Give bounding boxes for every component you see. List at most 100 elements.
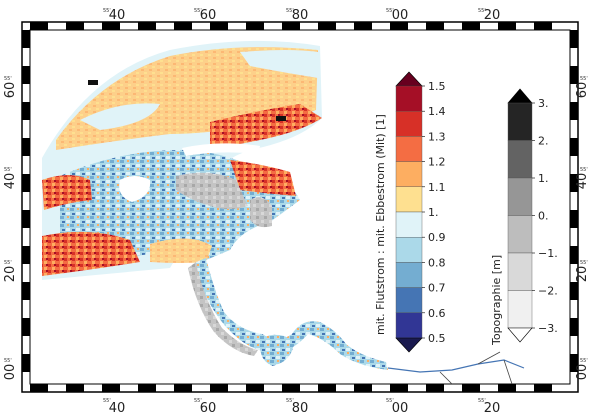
frame-segment xyxy=(570,354,578,372)
station-marker xyxy=(88,80,98,85)
frame-segment xyxy=(570,102,578,120)
colorbar-segment xyxy=(507,102,533,141)
frame-segment xyxy=(22,282,30,300)
estuary-banks xyxy=(188,262,258,356)
bottom-tick-label: 40 xyxy=(109,401,126,416)
frame-segment xyxy=(22,138,30,156)
lower-red-coast xyxy=(42,231,140,276)
bottom-tick-prefix: 55' xyxy=(478,398,486,404)
land-patch-1 xyxy=(119,176,151,202)
frame-segment xyxy=(22,246,30,264)
top-tick-label: 80 xyxy=(292,8,309,23)
colorbar-segment xyxy=(395,186,423,213)
colorbar-segment xyxy=(395,211,423,238)
right-tick-label: 40 xyxy=(575,173,590,190)
lower-orange-coast xyxy=(150,238,212,263)
top-tick-label: 00 xyxy=(392,8,409,23)
frame-segment xyxy=(210,22,228,30)
colorbar-tick-label: 1.4 xyxy=(428,105,446,118)
top-tick-label: 20 xyxy=(484,8,501,23)
top-tick-prefix: 55' xyxy=(103,8,111,14)
left-tick-label: 00 xyxy=(3,364,18,381)
right-tick-prefix: 55' xyxy=(580,167,588,173)
topography-island-center xyxy=(176,172,248,209)
frame-segment xyxy=(66,22,84,30)
topography-colorbar: 3. 2. 1. 0. −1. −2. −3. xyxy=(507,88,558,343)
frame-segment xyxy=(138,384,156,392)
colorbar-segment xyxy=(507,290,533,329)
top-tick-label: 60 xyxy=(200,8,217,23)
frame-segment xyxy=(498,22,516,30)
frame-segment xyxy=(570,30,578,48)
top-tick-prefix: 55' xyxy=(386,8,394,14)
colorbar-segment xyxy=(395,262,423,288)
top-tick-prefix: 55' xyxy=(478,8,486,14)
colorbar-segment xyxy=(395,110,423,137)
frame-segment xyxy=(282,22,300,30)
top-tick-prefix: 55' xyxy=(286,8,294,14)
frame-segment xyxy=(22,354,30,372)
bottom-tick-prefix: 55' xyxy=(386,398,394,404)
top-tick-label: 40 xyxy=(109,8,126,23)
colorbar-under-triangle xyxy=(507,327,533,343)
colorbar-tick-label: 0.6 xyxy=(428,307,446,320)
frame-segment xyxy=(570,282,578,300)
colorbar-segment xyxy=(395,136,423,162)
frame-segment xyxy=(102,22,120,30)
colorbar-segment xyxy=(507,252,533,291)
right-tick-prefix: 55' xyxy=(580,76,588,82)
frame-segment xyxy=(534,384,552,392)
frame-segment xyxy=(570,246,578,264)
bottom-tick-prefix: 55' xyxy=(194,398,202,404)
map-area xyxy=(42,40,525,384)
colorbar-segment xyxy=(395,236,423,263)
frame-segment xyxy=(390,384,408,392)
colorbar-segment xyxy=(395,161,423,188)
top-tick-prefix: 55' xyxy=(194,8,202,14)
frame-segment xyxy=(22,102,30,120)
colorbar-segment xyxy=(507,140,533,179)
colorbar-segment xyxy=(507,177,533,216)
frame-segment xyxy=(570,66,578,84)
colorbar-tick-label: 1.5 xyxy=(428,80,446,93)
colorbar-tick-label: −2. xyxy=(538,285,558,298)
frame-segment xyxy=(22,210,30,228)
bottom-tick-label: 80 xyxy=(292,401,309,416)
colorbar-tick-label: 1. xyxy=(428,206,439,219)
left-tick-label: 60 xyxy=(3,82,18,99)
frame-segment xyxy=(22,66,30,84)
frame-segment xyxy=(462,384,480,392)
frame-segment xyxy=(570,174,578,192)
colorbar-segment xyxy=(507,215,533,254)
colorbar-tick-label: 1.2 xyxy=(428,156,446,169)
frame-segment xyxy=(354,384,372,392)
colorbar-tick-label: −3. xyxy=(538,322,558,335)
frame-segment xyxy=(318,22,336,30)
frame-segment xyxy=(534,22,552,30)
frame-segment xyxy=(30,22,48,30)
right-red-coast xyxy=(230,160,296,196)
frame-segment xyxy=(138,22,156,30)
colorbar-tick-label: 0.8 xyxy=(428,256,446,269)
frame-segment xyxy=(318,384,336,392)
tributary-branch-3 xyxy=(503,359,513,384)
frame-segment xyxy=(390,22,408,30)
left-tick-prefix: 55' xyxy=(4,358,12,364)
left-red-coast xyxy=(42,175,92,210)
frame-segment xyxy=(426,22,444,30)
ratio-colorbar: 1.5 1.4 1.3 1.2 1.1 1. 0.9 0.8 0.7 0.6 0.5 xyxy=(395,71,446,353)
colorbar-under-triangle xyxy=(395,337,423,353)
colorbar-tick-label: 0. xyxy=(538,210,549,223)
colorbar-tick-label: 0.5 xyxy=(428,332,446,345)
right-tick-label: 00 xyxy=(575,364,590,381)
colorbar-tick-label: 1. xyxy=(538,172,549,185)
topography-island-right xyxy=(250,197,272,228)
tributary-line xyxy=(387,359,525,373)
frame-segment xyxy=(570,138,578,156)
right-tick-label: 20 xyxy=(575,266,590,283)
right-tick-prefix: 55' xyxy=(580,358,588,364)
left-tick-label: 40 xyxy=(3,173,18,190)
colorbar-tick-label: 1.1 xyxy=(428,181,446,194)
upper-light-patch xyxy=(240,50,318,78)
left-tick-prefix: 55' xyxy=(4,260,12,266)
